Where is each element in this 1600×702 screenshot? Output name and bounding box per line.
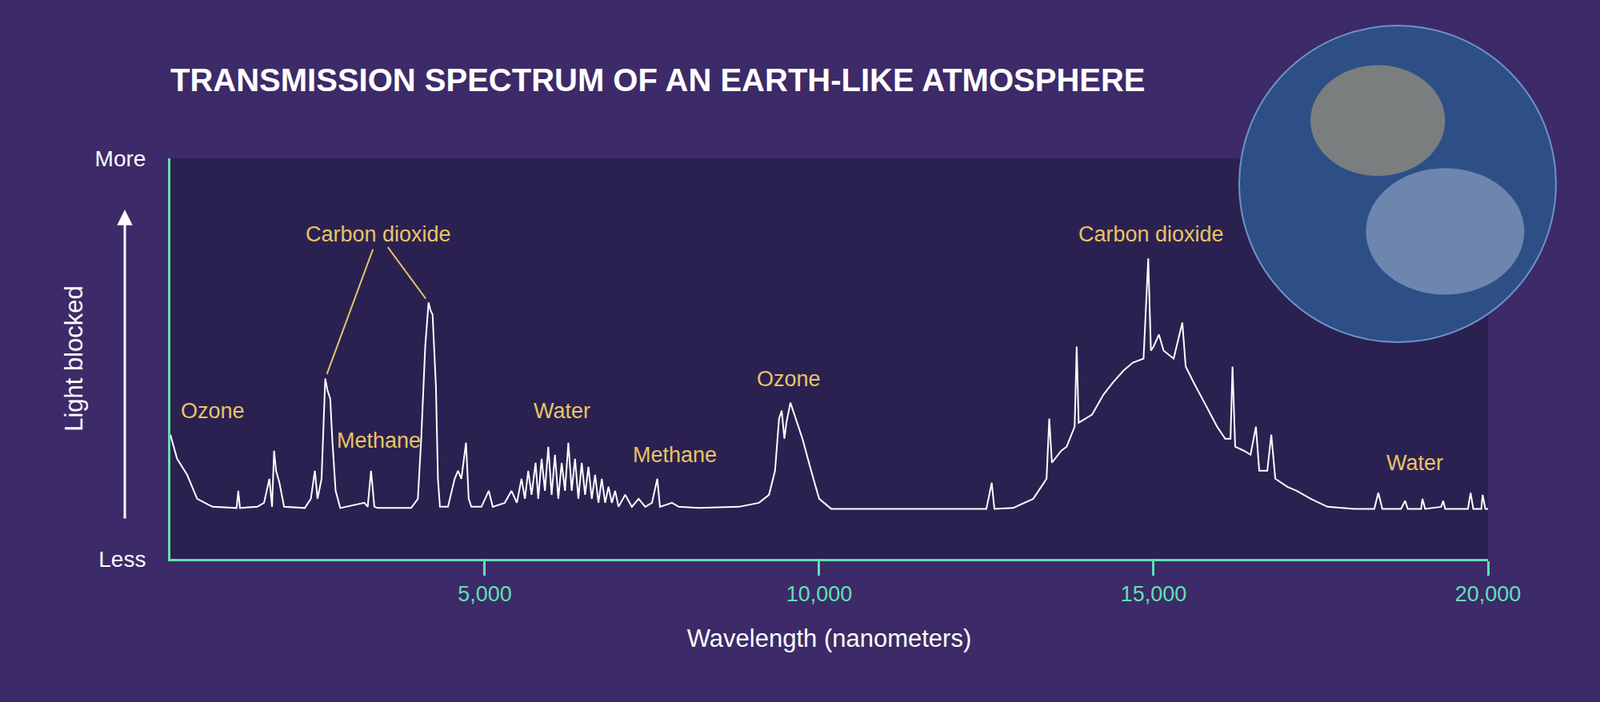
svg-text:Less: Less [98, 547, 146, 572]
svg-text:Ozone: Ozone [756, 367, 821, 392]
svg-text:Water: Water [1386, 451, 1444, 476]
svg-text:Water: Water [533, 399, 591, 424]
svg-text:10,000: 10,000 [786, 582, 853, 607]
svg-text:5,000: 5,000 [457, 582, 512, 607]
svg-text:Ozone: Ozone [180, 399, 245, 424]
svg-text:20,000: 20,000 [1455, 582, 1522, 607]
svg-text:Light blocked: Light blocked [60, 285, 88, 432]
svg-text:Methane: Methane [336, 428, 421, 453]
svg-text:Wavelength (nanometers): Wavelength (nanometers) [687, 624, 972, 653]
svg-text:Carbon dioxide: Carbon dioxide [305, 222, 452, 247]
svg-text:TRANSMISSION SPECTRUM OF AN EA: TRANSMISSION SPECTRUM OF AN EARTH-LIKE A… [170, 62, 1146, 98]
svg-text:15,000: 15,000 [1120, 582, 1188, 607]
svg-text:More: More [95, 146, 147, 172]
svg-text:Carbon dioxide: Carbon dioxide [1078, 222, 1224, 247]
svg-text:Methane: Methane [632, 443, 717, 468]
